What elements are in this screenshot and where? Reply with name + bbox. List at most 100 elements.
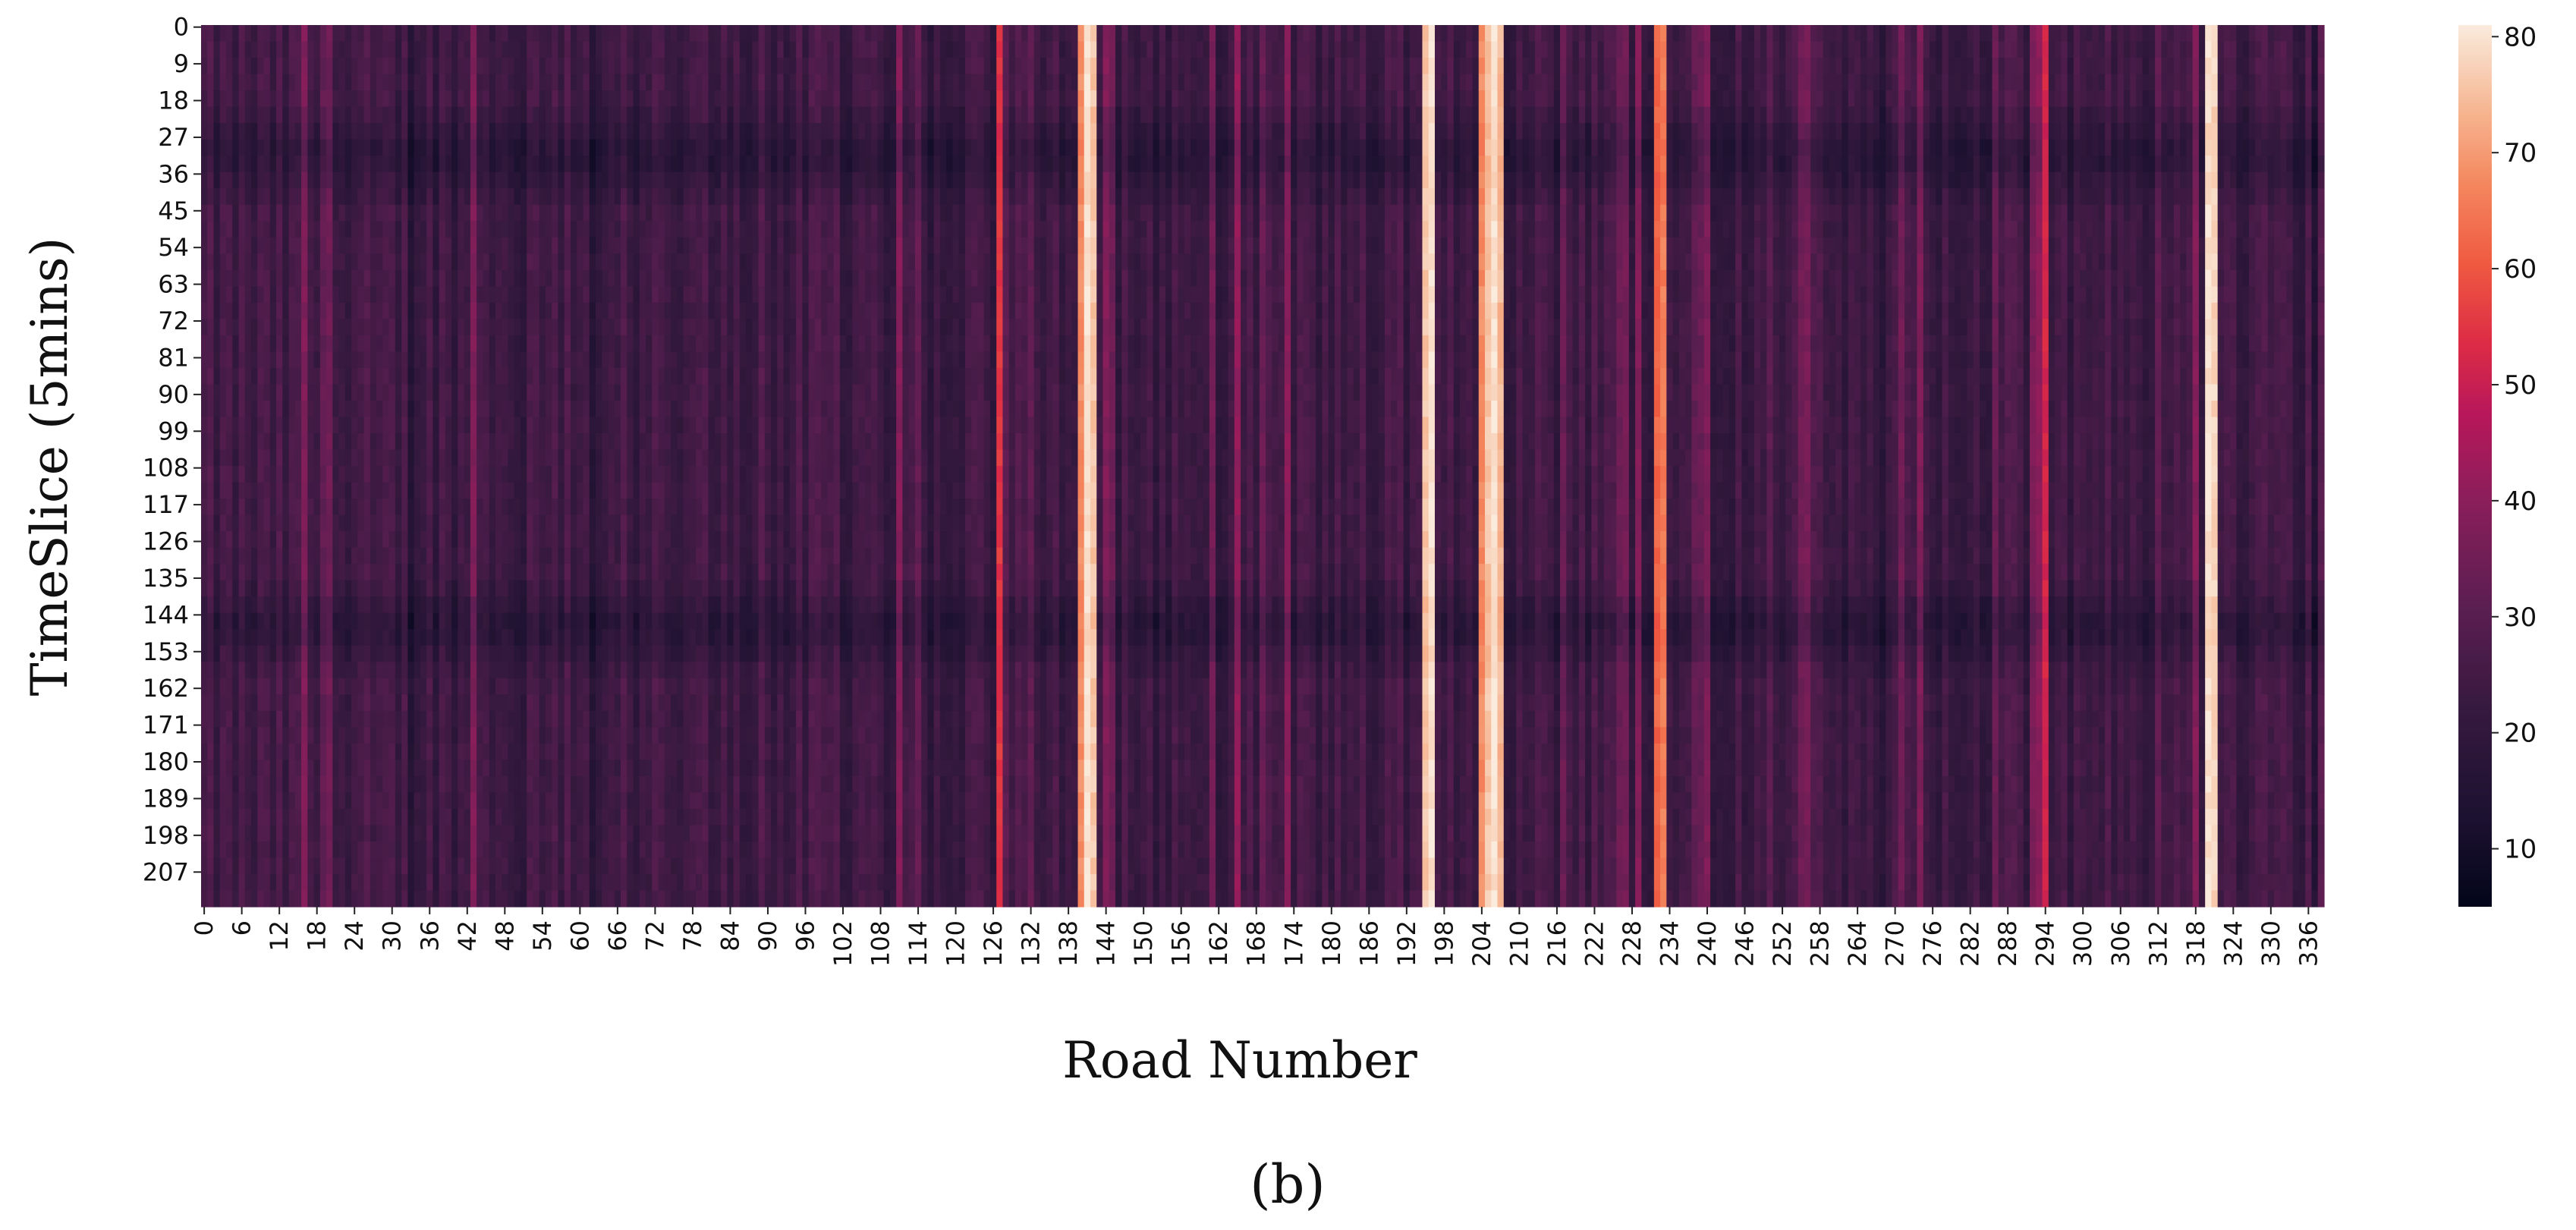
heatmap-cell bbox=[201, 90, 208, 108]
heatmap-cell bbox=[301, 367, 308, 385]
heatmap-cell bbox=[201, 531, 208, 549]
heatmap-cell bbox=[207, 269, 215, 287]
heatmap-cell bbox=[495, 204, 502, 222]
heatmap-cell bbox=[313, 188, 321, 206]
heatmap-cell bbox=[201, 139, 208, 156]
heatmap-cell bbox=[313, 302, 321, 319]
heatmap-cell bbox=[294, 253, 302, 271]
heatmap-cell bbox=[577, 612, 584, 630]
heatmap-cell bbox=[319, 188, 327, 206]
heatmap-cell bbox=[382, 710, 390, 728]
heatmap-cell bbox=[539, 890, 546, 908]
heatmap-cell bbox=[382, 400, 390, 418]
heatmap-cell bbox=[583, 41, 590, 58]
heatmap-cell bbox=[464, 25, 471, 42]
road-column bbox=[426, 25, 433, 908]
heatmap-cell bbox=[564, 58, 571, 75]
heatmap-cell bbox=[319, 547, 327, 565]
heatmap-cell bbox=[608, 482, 615, 499]
heatmap-cell bbox=[388, 106, 396, 124]
heatmap-cell bbox=[683, 612, 690, 630]
heatmap-cell bbox=[251, 580, 258, 597]
heatmap-cell bbox=[470, 710, 477, 728]
heatmap-cell bbox=[595, 760, 602, 777]
heatmap-cell bbox=[401, 400, 408, 418]
heatmap-cell bbox=[627, 302, 634, 319]
heatmap-cell bbox=[207, 449, 215, 467]
heatmap-cell bbox=[558, 41, 565, 58]
road-column bbox=[627, 25, 634, 908]
heatmap-cell bbox=[764, 123, 772, 140]
heatmap-cell bbox=[721, 351, 728, 369]
heatmap-cell bbox=[727, 727, 734, 744]
heatmap-cell bbox=[269, 678, 277, 695]
heatmap-cell bbox=[608, 221, 615, 238]
heatmap-cell bbox=[564, 319, 571, 336]
heatmap-cell bbox=[570, 482, 577, 499]
heatmap-cell bbox=[508, 514, 515, 532]
heatmap-cell bbox=[602, 58, 609, 75]
heatmap-cell bbox=[301, 221, 308, 238]
heatmap-cell bbox=[564, 743, 571, 760]
heatmap-cell bbox=[244, 58, 252, 75]
heatmap-cell bbox=[432, 808, 440, 826]
heatmap-cell bbox=[602, 547, 609, 565]
heatmap-cell bbox=[639, 710, 646, 728]
heatmap-cell bbox=[477, 596, 484, 614]
heatmap-cell bbox=[213, 221, 221, 238]
heatmap-cell bbox=[621, 580, 627, 597]
heatmap-cell bbox=[294, 417, 302, 434]
heatmap-cell bbox=[445, 596, 452, 614]
heatmap-cell bbox=[614, 123, 621, 140]
heatmap-cell bbox=[520, 662, 527, 679]
heatmap-cell bbox=[564, 710, 571, 728]
heatmap-cell bbox=[219, 547, 227, 565]
heatmap-cell bbox=[483, 760, 490, 777]
heatmap-cell bbox=[677, 629, 684, 646]
heatmap-cell bbox=[489, 367, 496, 385]
heatmap-cell bbox=[370, 482, 377, 499]
heatmap-cell bbox=[282, 335, 290, 352]
heatmap-cell bbox=[633, 760, 640, 777]
heatmap-cell bbox=[338, 204, 346, 222]
heatmap-cell bbox=[721, 204, 728, 222]
heatmap-cell bbox=[608, 645, 615, 662]
heatmap-cell bbox=[577, 482, 584, 499]
heatmap-cell bbox=[708, 694, 716, 712]
heatmap-cell bbox=[545, 58, 552, 75]
heatmap-cell bbox=[363, 760, 371, 777]
heatmap-cell bbox=[432, 417, 440, 434]
heatmap-cell bbox=[602, 156, 609, 173]
heatmap-cell bbox=[420, 466, 427, 483]
heatmap-cell bbox=[407, 449, 415, 467]
heatmap-cell bbox=[714, 596, 722, 614]
heatmap-cell bbox=[226, 710, 233, 728]
heatmap-cell bbox=[664, 171, 672, 189]
heatmap-cell bbox=[477, 90, 484, 108]
heatmap-cell bbox=[514, 90, 521, 108]
heatmap-cell bbox=[733, 449, 741, 467]
heatmap-cell bbox=[207, 662, 215, 679]
heatmap-cell bbox=[539, 645, 546, 662]
heatmap-cell bbox=[382, 514, 390, 532]
heatmap-cell bbox=[689, 645, 697, 662]
heatmap-cell bbox=[326, 253, 333, 271]
heatmap-cell bbox=[363, 808, 371, 826]
heatmap-cell bbox=[527, 825, 534, 842]
heatmap-cell bbox=[432, 857, 440, 875]
road-column bbox=[207, 25, 215, 908]
heatmap-cell bbox=[207, 188, 215, 206]
heatmap-cell bbox=[539, 384, 546, 401]
heatmap-cell bbox=[470, 662, 477, 679]
heatmap-cell bbox=[363, 58, 371, 75]
heatmap-cell bbox=[746, 351, 753, 369]
heatmap-cell bbox=[502, 171, 509, 189]
heatmap-cell bbox=[357, 564, 365, 581]
heatmap-cell bbox=[489, 514, 496, 532]
heatmap-cell bbox=[470, 743, 477, 760]
heatmap-cell bbox=[294, 808, 302, 826]
heatmap-cell bbox=[257, 694, 265, 712]
heatmap-cell bbox=[232, 188, 240, 206]
heatmap-cell bbox=[633, 662, 640, 679]
heatmap-cell bbox=[639, 564, 646, 581]
